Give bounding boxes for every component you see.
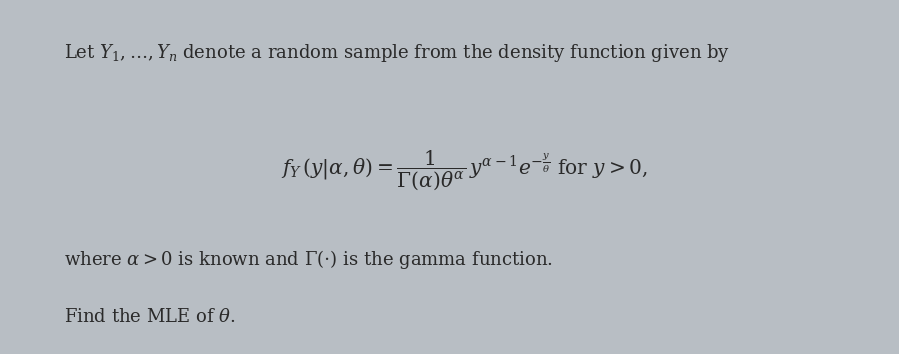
Text: $f_Y\,(y|\alpha,\theta) = \dfrac{1}{\Gamma(\alpha)\theta^{\alpha}}\,y^{\alpha-1}: $f_Y\,(y|\alpha,\theta) = \dfrac{1}{\Gam…	[280, 149, 648, 193]
Text: Let $Y_1,\ldots,Y_n$ denote a random sample from the density function given by: Let $Y_1,\ldots,Y_n$ denote a random sam…	[65, 42, 731, 64]
Text: Find the MLE of $\theta$.: Find the MLE of $\theta$.	[65, 308, 236, 326]
Text: where $\alpha > 0$ is known and $\Gamma(\cdot)$ is the gamma function.: where $\alpha > 0$ is known and $\Gamma(…	[65, 248, 553, 271]
